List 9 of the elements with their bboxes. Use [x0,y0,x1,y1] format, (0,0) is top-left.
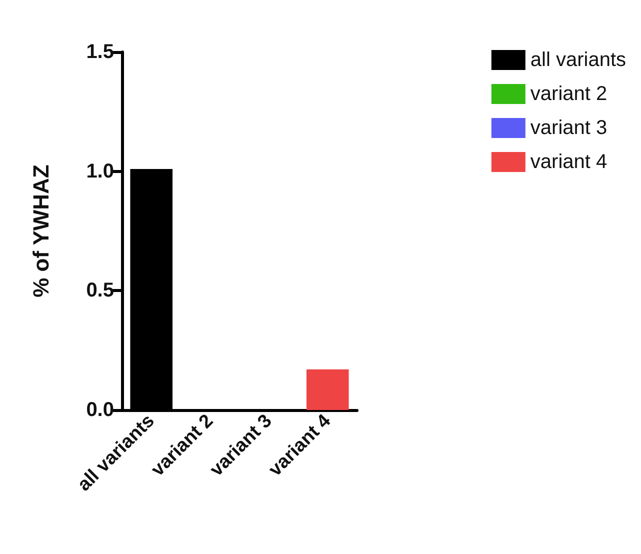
legend-label: variant 2 [530,83,608,105]
y-tick-label: 1.5 [86,41,114,63]
legend-label: variant 4 [530,151,608,173]
y-tick-label: 1.0 [86,160,114,182]
legend-label: all variants [530,49,626,71]
legend-label: variant 3 [530,117,608,139]
y-tick-label: 0.0 [86,399,114,421]
y-tick-label: 0.5 [86,280,114,302]
y-axis-title: % of YWHAZ [28,164,54,298]
